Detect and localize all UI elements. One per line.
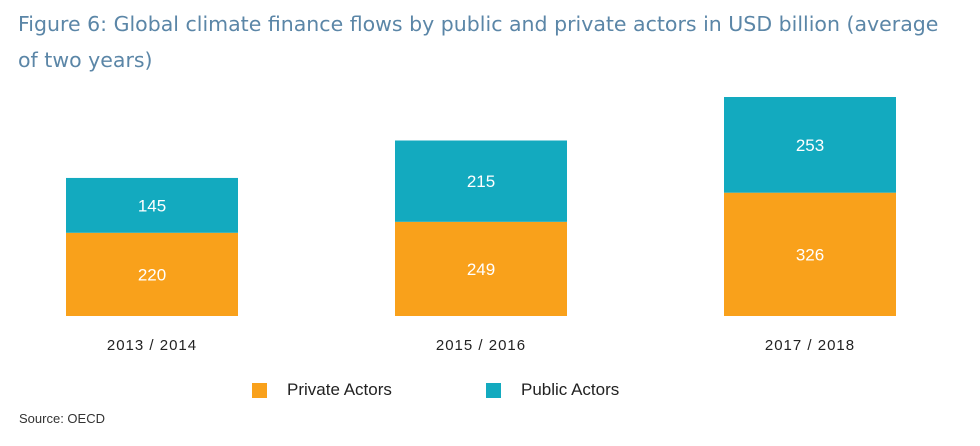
bar-segment-private — [395, 221, 567, 316]
data-label-private: 249 — [467, 260, 495, 279]
data-label-public: 215 — [467, 172, 495, 191]
legend-label-public: Public Actors — [521, 380, 620, 399]
stacked-bar-chart: 220 145 2013 / 2014 249 215 2015 / 2016 326 253… — [66, 97, 896, 354]
category-label: 2013 / 2014 — [107, 337, 197, 354]
category-label: 2017 / 2018 — [765, 337, 855, 354]
legend-swatch-public — [486, 382, 501, 398]
bar-segment-private — [66, 232, 238, 316]
data-label-private: 326 — [796, 245, 824, 264]
source-note: Source: OECD — [19, 411, 105, 426]
legend-item-public: Public Actors — [486, 378, 619, 402]
legend-swatch-private — [252, 382, 267, 398]
bar-segment-private — [724, 192, 896, 316]
bar-segment-public — [724, 97, 896, 193]
bar-segment-public — [66, 177, 238, 233]
data-label-public: 145 — [138, 196, 166, 215]
chart-title: Figure 6: Global climate finance flows b… — [18, 12, 939, 72]
bar-segment-public — [395, 140, 567, 222]
data-label-public: 253 — [796, 136, 824, 155]
category-label: 2015 / 2016 — [436, 337, 526, 354]
data-label-private: 220 — [138, 265, 166, 284]
legend-item-private: Private Actors — [252, 378, 392, 402]
legend-label-private: Private Actors — [287, 380, 392, 399]
